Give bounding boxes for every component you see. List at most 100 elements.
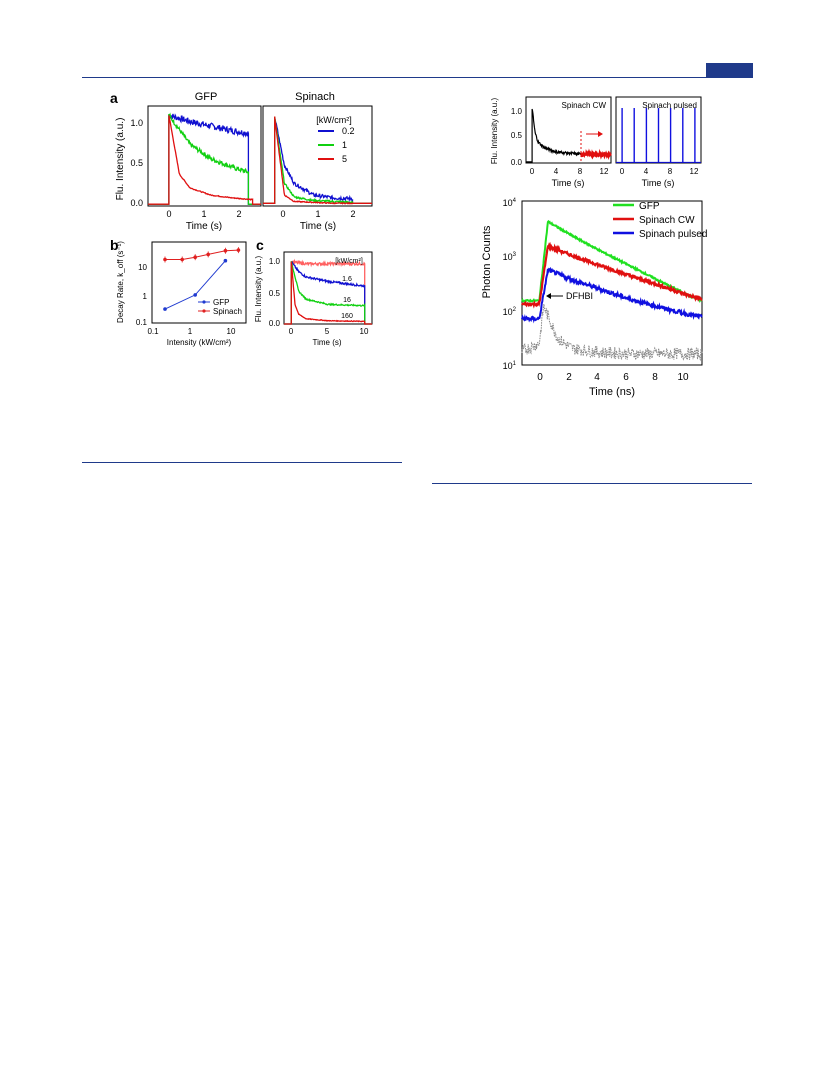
c-curve-label-0: 1.6 (342, 276, 352, 283)
plot-inset-pulsed: Spinach pulsed 0 4 8 12 Time (s) (615, 96, 702, 188)
pulsed-xtick-0: 0 (620, 167, 625, 176)
plot-b-frame (151, 241, 247, 324)
cw-xtick-1: 4 (554, 167, 559, 176)
b-series-line-1 (165, 249, 239, 260)
dfhbi-annotation: DFHBI (566, 291, 593, 301)
pulsed-xtick-1: 4 (644, 167, 649, 176)
main-xtick-2: 4 (594, 372, 600, 383)
c-xtick-2: 10 (360, 327, 369, 336)
main-series-3 (521, 304, 703, 362)
b-xtick-1: 1 (188, 327, 193, 336)
main-xtick-3: 6 (623, 372, 629, 383)
panel-a-letter: a (110, 90, 118, 106)
main-ytick-base-3: 104 (503, 198, 517, 208)
b-xlabel: Intensity (kW/cm²) (167, 338, 232, 347)
b-xtick-2: 10 (227, 327, 236, 336)
plot-gfp-frame (147, 105, 262, 207)
main-legend-label-1: Spinach CW (639, 215, 695, 226)
gfp-ytick-1: 0.5 (130, 158, 143, 168)
panel-c-series-2 (284, 261, 372, 325)
c-curve-label-2: 160 (341, 313, 353, 320)
plot-c-frame (283, 251, 373, 325)
legend-b-label-0: GFP (213, 298, 229, 307)
b-xtick-0: 0.1 (147, 327, 159, 336)
main-legend-label-0: GFP (639, 201, 660, 212)
inset-pulsed-title: Spinach pulsed (642, 101, 697, 110)
c-curve-label-1: 16 (343, 297, 351, 304)
gfp-xtick-0: 0 (166, 209, 171, 219)
cw-trace (526, 108, 582, 163)
cw-xtick-3: 12 (600, 167, 609, 176)
b-ytick-2: 10 (138, 263, 147, 272)
spinach-series-1 (263, 116, 372, 204)
pulsed-xtick-3: 12 (690, 167, 699, 176)
column-rule-left (82, 462, 402, 463)
plot-c-decay: 0.0 0.5 1.0 0 5 10 Time (s) [kW/cm²] 1.6… (269, 251, 373, 347)
inset-cw-arrow-head (598, 131, 603, 137)
panel-c-ylabel: Flu. Intensity (a.u.) (254, 256, 263, 323)
main-frame (521, 200, 703, 366)
main-ylabel: Photon Counts (481, 225, 493, 298)
main-xtick-1: 2 (566, 372, 572, 383)
main-series-1 (521, 241, 703, 309)
b-ytick-0: 0.1 (136, 318, 148, 327)
spinach-xtick-2: 2 (350, 209, 355, 219)
panel-a-ylabel: Flu. Intensity (a.u.) (115, 118, 126, 201)
column-rule-right (432, 483, 752, 484)
panel-b-letter: b (110, 237, 119, 253)
gfp-xlabel: Time (s) (186, 221, 222, 232)
spinach-xlabel: Time (s) (300, 221, 336, 232)
main-xtick-4: 8 (652, 372, 658, 383)
gfp-series-2 (148, 115, 261, 205)
main-series-2 (521, 266, 703, 324)
cw-ytick-2: 1.0 (511, 107, 523, 116)
b-ytick-1: 1 (143, 292, 148, 301)
cw-ytick-1: 0.5 (511, 131, 523, 140)
main-ytick-base-2: 103 (503, 252, 517, 262)
gfp-series-1 (148, 112, 261, 205)
header-rule (82, 77, 753, 78)
spinach-xtick-0: 0 (280, 209, 285, 219)
c-ytick-2: 1.0 (269, 257, 281, 266)
panel-c-letter: c (256, 237, 264, 253)
legend-b-marker-0 (202, 300, 206, 304)
plot-decay-rate: 0.1 1 10 0.1 1 10 Intensity (kW/cm²) GFP… (136, 241, 247, 347)
panel-c-series-1 (284, 261, 372, 325)
plot-spinach: 0 1 2 Time (s) [kW/cm²] 0.2 1 5 (262, 105, 373, 232)
panel-c-series-0 (284, 258, 372, 325)
c-xlabel: Time (s) (312, 338, 341, 347)
c-xtick-1: 5 (325, 327, 330, 336)
b-point-0-0 (163, 307, 167, 311)
inset-pulsed-frame (615, 96, 702, 164)
panel-b-ylabel: Decay Rate, k_off (s⁻¹) (116, 241, 125, 323)
panel-c-series-3 (284, 261, 372, 325)
c-ytick-0: 0.0 (269, 319, 281, 328)
c-xtick-0: 0 (289, 327, 294, 336)
plot-gfp: 0.0 0.5 1.0 0 1 2 Time (s) (130, 105, 262, 232)
main-ytick-base-0: 101 (503, 361, 517, 371)
pulsed-xtick-2: 8 (668, 167, 673, 176)
plot-spinach-frame (262, 105, 373, 207)
legend-a-label-1: 1 (342, 140, 347, 150)
inset-cw-title: Spinach CW (562, 101, 607, 110)
spinach-series-0 (263, 117, 372, 204)
gfp-xtick-1: 1 (201, 209, 206, 219)
header-tab (706, 63, 753, 77)
inset-pulsed-xlabel: Time (s) (642, 178, 675, 188)
spinach-series-2 (263, 116, 372, 205)
main-xtick-5: 10 (677, 372, 689, 383)
gfp-ytick-2: 1.0 (130, 118, 143, 128)
gfp-xtick-2: 2 (236, 209, 241, 219)
b-point-0-2 (223, 258, 228, 263)
legend-a-label-0: 0.2 (342, 126, 355, 136)
gfp-ytick-0: 0.0 (130, 198, 143, 208)
b-point-0-1 (193, 293, 197, 297)
legend-b-label-1: Spinach (213, 307, 242, 316)
legend-a-title: [kW/cm²] (316, 115, 352, 125)
spinach-xtick-1: 1 (315, 209, 320, 219)
cw-trace-highlight (579, 148, 612, 160)
c-unit-label: [kW/cm²] (335, 258, 363, 265)
main-xtick-0: 0 (537, 372, 543, 383)
gfp-series-0 (148, 113, 261, 205)
